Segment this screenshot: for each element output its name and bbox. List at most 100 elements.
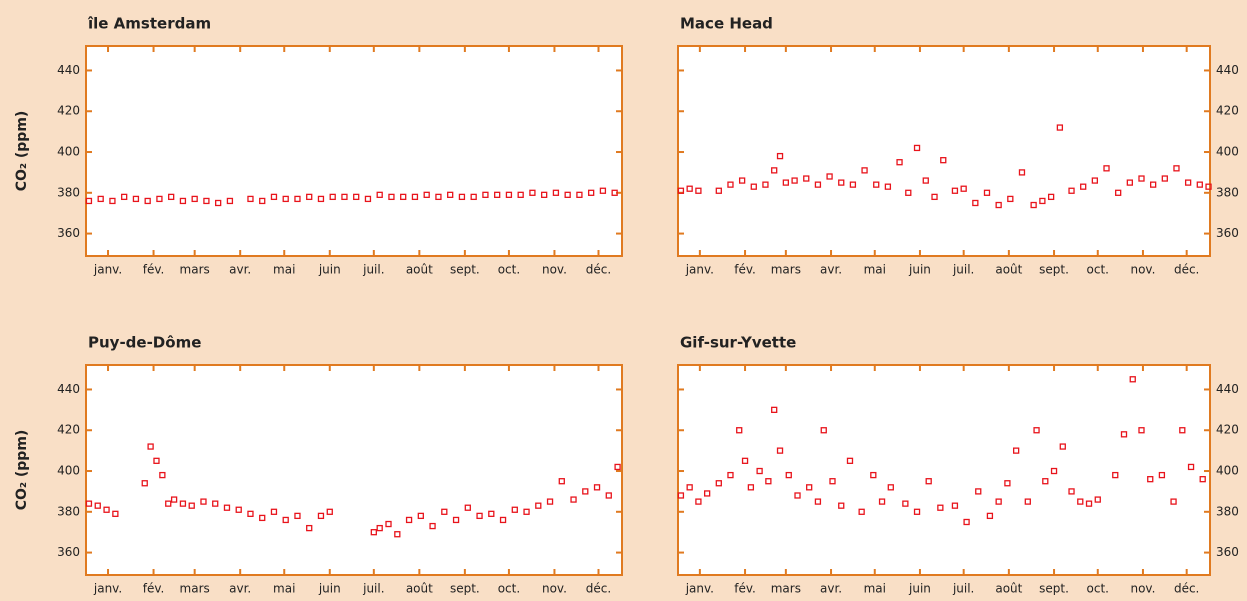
chart-title: Puy-de-Dôme	[88, 334, 201, 352]
data-point	[1030, 201, 1037, 209]
data-point	[452, 516, 460, 524]
x-tick-label: fév.	[143, 582, 165, 596]
data-point	[771, 406, 778, 414]
data-point	[1024, 498, 1031, 505]
data-point	[1103, 165, 1110, 172]
data-point	[913, 144, 921, 152]
data-point	[782, 179, 790, 186]
y-tick-label: 380	[57, 185, 80, 199]
data-point	[215, 199, 222, 207]
data-point	[1147, 476, 1154, 483]
data-point	[156, 195, 163, 203]
data-point	[611, 189, 618, 196]
plot-area	[677, 45, 1211, 257]
data-point	[1018, 169, 1026, 176]
data-point	[1012, 447, 1020, 454]
data-point	[1138, 427, 1145, 434]
data-point	[226, 197, 234, 205]
y-tick-label: 400	[57, 145, 80, 159]
data-point	[794, 492, 801, 499]
data-point	[1184, 179, 1192, 186]
x-tick-label: fév.	[143, 263, 165, 277]
data-point	[235, 506, 242, 513]
data-point	[951, 187, 959, 194]
data-point	[85, 500, 93, 507]
data-point	[388, 193, 395, 201]
y-tick-label: 420	[1216, 104, 1239, 118]
data-point	[873, 181, 880, 188]
data-point	[931, 193, 938, 201]
data-point	[1007, 195, 1014, 203]
y-tick-label: 440	[57, 382, 80, 396]
data-point	[203, 197, 210, 205]
x-tick-label: août	[995, 582, 1022, 596]
data-point	[259, 197, 266, 205]
data-point	[750, 183, 757, 190]
data-point	[791, 177, 798, 184]
x-tick-label: sept.	[450, 263, 480, 277]
data-point	[400, 193, 407, 201]
x-tick-label: janv.	[685, 263, 714, 277]
y-tick-label: 440	[1216, 382, 1239, 396]
data-point	[159, 471, 166, 479]
data-point	[1196, 181, 1203, 188]
data-point	[922, 177, 929, 184]
x-tick-label: oct.	[498, 263, 520, 277]
x-tick-label: nov.	[542, 582, 567, 596]
data-point	[704, 490, 711, 497]
data-point	[1033, 427, 1040, 434]
data-point	[1170, 498, 1177, 505]
x-tick-label: juil.	[362, 263, 384, 277]
plot-area	[677, 364, 1211, 576]
data-point	[170, 496, 178, 503]
x-tick-label: sept.	[1039, 582, 1069, 596]
data-point	[765, 478, 772, 485]
data-point	[686, 484, 693, 491]
data-point	[109, 197, 116, 205]
x-tick-label: nov.	[1130, 582, 1155, 596]
x-tick-label: déc.	[1174, 263, 1199, 277]
data-point	[165, 500, 172, 507]
data-point	[259, 514, 266, 522]
data-point	[564, 191, 571, 198]
data-point	[905, 189, 912, 196]
data-point	[925, 478, 932, 485]
x-tick-label: mars	[180, 582, 210, 596]
data-point	[1173, 165, 1180, 172]
data-point	[1150, 181, 1157, 188]
data-point	[385, 520, 392, 528]
data-point	[306, 193, 313, 201]
data-point	[535, 502, 542, 509]
data-point	[247, 510, 254, 517]
data-point	[838, 179, 845, 186]
data-point	[505, 191, 513, 198]
data-point	[838, 502, 845, 509]
data-point	[541, 191, 548, 198]
data-point	[94, 502, 101, 509]
data-point	[499, 516, 507, 524]
data-point	[282, 516, 289, 524]
data-point	[270, 193, 278, 201]
data-point	[826, 173, 833, 180]
data-point	[570, 496, 577, 503]
data-point	[429, 522, 436, 530]
data-point	[940, 157, 947, 164]
data-point	[1068, 187, 1075, 194]
data-point	[376, 191, 383, 198]
x-tick-label: juil.	[952, 582, 974, 596]
data-point	[960, 185, 967, 192]
x-tick-label: avr.	[820, 582, 842, 596]
data-point	[141, 480, 148, 487]
y-tick-label: 360	[57, 226, 80, 240]
data-point	[738, 177, 746, 184]
x-tick-label: janv.	[685, 582, 714, 596]
y-tick-label: 380	[1216, 504, 1239, 518]
data-point	[494, 191, 501, 198]
data-point	[517, 191, 524, 198]
y-axis-label: CO₂ (ppm)	[14, 430, 30, 511]
data-point	[858, 508, 865, 515]
x-tick-label: oct.	[498, 582, 520, 596]
data-point	[212, 500, 219, 507]
data-point	[353, 193, 360, 201]
